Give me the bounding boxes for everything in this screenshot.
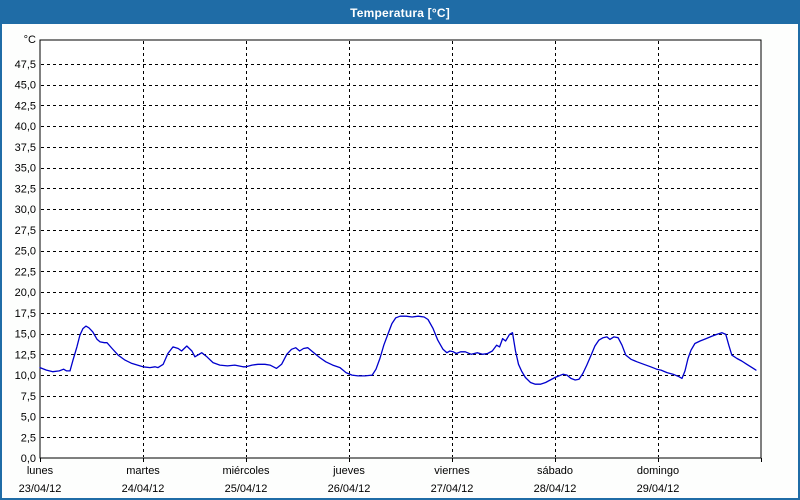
x-axis-ticks — [40, 458, 762, 462]
y-tick-label: 35,0 — [15, 163, 36, 175]
y-tick-label: 0,0 — [21, 453, 36, 465]
y-tick-label: 22,5 — [15, 266, 36, 278]
day-date-label: 27/04/12 — [431, 483, 474, 495]
y-tick-label: 40,0 — [15, 121, 36, 133]
y-tick-label: 25,0 — [15, 246, 36, 258]
y-tick-label: 10,0 — [15, 370, 36, 382]
y-tick-labels: 0,0 2,5 5,0 7,5 10,0 12,5 15,0 17,5 20,0 22,5 25,0… — [15, 59, 36, 465]
y-tick-label: 27,5 — [15, 225, 36, 237]
y-tick-label: 7,5 — [21, 391, 36, 403]
y-tick-label: 15,0 — [15, 329, 36, 341]
y-tick-label: 2,5 — [21, 432, 36, 444]
y-tick-label: 12,5 — [15, 349, 36, 361]
day-date-label: 25/04/12 — [225, 483, 268, 495]
temperature-line-chart: 0,0 2,5 5,0 7,5 10,0 12,5 15,0 17,5 20,0 22,5 25,0… — [15, 34, 762, 495]
y-tick-label: 20,0 — [15, 287, 36, 299]
day-date-label: 24/04/12 — [122, 483, 165, 495]
chart-title: Temperatura [°C] — [350, 6, 450, 20]
y-tick-label: 5,0 — [21, 412, 36, 424]
day-date-label: 29/04/12 — [637, 483, 680, 495]
y-tick-label: 45,0 — [15, 80, 36, 92]
y-tick-label: 32,5 — [15, 183, 36, 195]
day-name-label: martes — [126, 465, 160, 477]
day-name-label: sábado — [537, 465, 573, 477]
day-date-label: 23/04/12 — [19, 483, 62, 495]
plot-border — [39, 39, 762, 459]
y-tick-label: 17,5 — [15, 308, 36, 320]
y-tick-label: 37,5 — [15, 142, 36, 154]
y-tick-label: 47,5 — [15, 59, 36, 71]
y-tick-label: 42,5 — [15, 100, 36, 112]
title-bar: Temperatura [°C] — [2, 2, 798, 24]
day-name-label: domingo — [637, 465, 679, 477]
temperature-series-line — [39, 315, 757, 385]
x-day-labels: lunes 23/04/12 martes 24/04/12 miércoles 25/0… — [19, 465, 680, 495]
y-tick-label: 30,0 — [15, 204, 36, 216]
chart-area: 0,0 2,5 5,0 7,5 10,0 12,5 15,0 17,5 20,0 22,5 25,0… — [2, 24, 798, 498]
day-name-label: jueves — [332, 465, 365, 477]
day-name-label: viernes — [434, 465, 470, 477]
day-date-label: 28/04/12 — [534, 483, 577, 495]
y-axis-unit-label: °C — [24, 34, 36, 46]
day-date-label: 26/04/12 — [328, 483, 371, 495]
day-name-label: miércoles — [222, 465, 270, 477]
day-name-label: lunes — [27, 465, 54, 477]
